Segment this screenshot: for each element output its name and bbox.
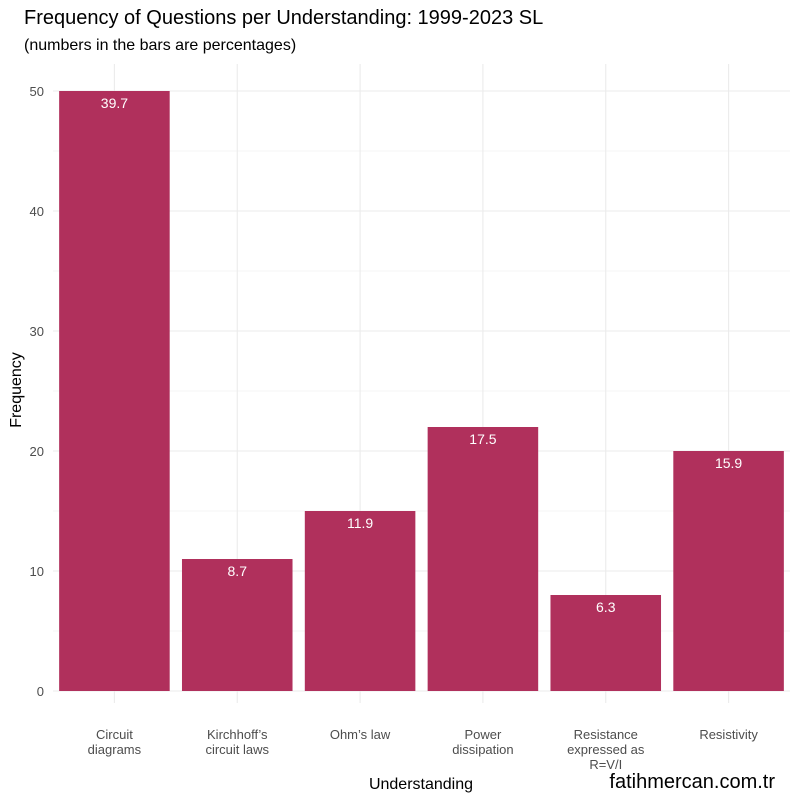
bar-value-label: 17.5 bbox=[469, 431, 496, 447]
bar bbox=[550, 595, 662, 691]
bar-value-label: 11.9 bbox=[347, 515, 373, 531]
y-axis-title: Frequency bbox=[8, 352, 25, 428]
chart-title: Frequency of Questions per Understanding… bbox=[24, 7, 543, 29]
x-tick-label: Ohm’s law bbox=[330, 727, 391, 742]
bar bbox=[181, 559, 293, 691]
y-axis-ticks: 0 10 20 30 40 50 bbox=[30, 84, 44, 699]
bar bbox=[427, 427, 539, 691]
x-tick-label: Power dissipation bbox=[452, 727, 513, 757]
bar-value-label: 39.7 bbox=[101, 95, 128, 111]
x-axis-ticks: Circuit diagrams Kirchhoff’s circuit laws Oh… bbox=[88, 727, 759, 772]
chart-subtitle: (numbers in the bars are percentages) bbox=[24, 37, 296, 54]
bar bbox=[59, 91, 170, 691]
chart-caption: fatihmercan.com.tr bbox=[609, 771, 775, 793]
y-tick-label: 30 bbox=[30, 324, 44, 339]
x-tick-label: Resistance expressed as R=V/I bbox=[567, 727, 645, 772]
bar-value-label: 8.7 bbox=[228, 563, 248, 579]
y-tick-label: 10 bbox=[30, 564, 44, 579]
x-axis-title: Understanding bbox=[369, 776, 473, 793]
bar bbox=[304, 511, 416, 691]
x-tick-label: Kirchhoff’s circuit laws bbox=[205, 727, 269, 757]
bar-value-label: 6.3 bbox=[596, 599, 616, 615]
y-tick-label: 50 bbox=[30, 84, 44, 99]
bar-value-label: 15.9 bbox=[715, 455, 742, 471]
y-tick-label: 0 bbox=[37, 684, 44, 699]
x-tick-label: Resistivity bbox=[699, 727, 758, 742]
bars: 39.7 8.7 11.9 17.5 6.3 15.9 bbox=[59, 91, 784, 691]
x-tick-label: Circuit diagrams bbox=[88, 727, 142, 757]
bar bbox=[673, 451, 784, 691]
y-tick-label: 20 bbox=[30, 444, 44, 459]
y-tick-label: 40 bbox=[30, 204, 44, 219]
